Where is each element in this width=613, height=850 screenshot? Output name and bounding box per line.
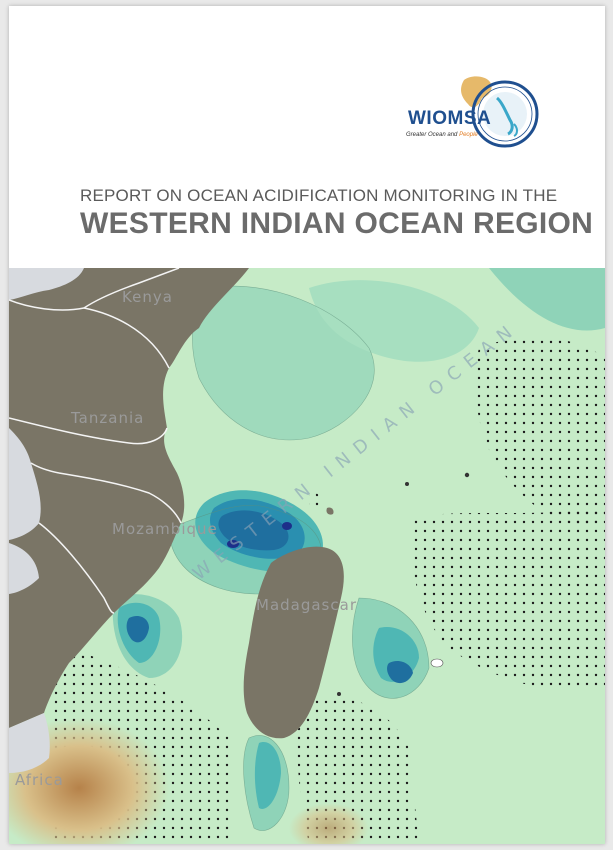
label-tanzania: Tanzania (71, 409, 145, 427)
wiomsa-logo: WIOMSA Greater Ocean and People (402, 68, 542, 158)
label-africa: Africa (15, 771, 64, 789)
cover-map: Kenya Tanzania Mozambique Madagascar Afr… (9, 268, 605, 844)
acidification-map (9, 268, 605, 844)
label-mozambique: Mozambique (112, 520, 218, 538)
label-kenya: Kenya (122, 288, 173, 306)
logo-emblem (461, 76, 539, 148)
label-madagascar: Madagascar (256, 596, 357, 614)
logo-wordmark: WIOMSA (408, 108, 492, 129)
report-title-line2: WESTERN INDIAN OCEAN REGION (80, 207, 594, 240)
report-title-line1: REPORT ON OCEAN ACIDIFICATION MONITORING… (80, 186, 558, 205)
logo-tagline: Greater Ocean and People (406, 132, 478, 138)
report-cover: WIOMSA Greater Ocean and People REPORT O… (9, 6, 605, 844)
